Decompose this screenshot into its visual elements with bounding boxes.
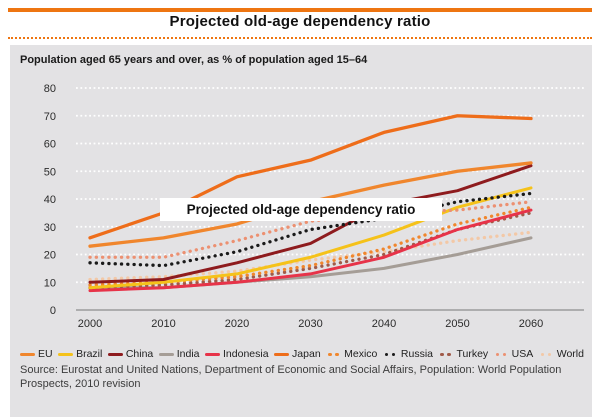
legend-swatch-solid	[20, 349, 35, 359]
legend-item-india: India	[158, 348, 200, 360]
legend-swatch-solid	[274, 349, 290, 359]
overlay-title-box: Projected old-age dependency ratio	[160, 198, 442, 221]
y-tick-label: 40	[44, 194, 56, 206]
y-tick-label: 10	[44, 277, 56, 289]
chart-subtitle: Population aged 65 years and over, as % …	[20, 54, 368, 66]
y-tick-label: 60	[44, 139, 56, 151]
series-line-indonesia	[88, 208, 533, 293]
legend-label: USA	[511, 348, 534, 360]
legend-swatch-dotted	[539, 349, 554, 359]
legend-swatch-solid	[205, 349, 221, 359]
series-line-turkey	[88, 211, 533, 290]
y-tick-label: 80	[44, 83, 56, 95]
legend-item-mexico: Mexico	[326, 348, 377, 360]
legend-swatch-solid	[158, 349, 174, 359]
dotted-divider	[8, 37, 592, 39]
legend-swatch-dotted	[438, 349, 453, 359]
chart-legend: EU Brazil China India Indonesia Japan Mexico Ru…	[20, 346, 584, 362]
y-tick-label: 50	[44, 166, 56, 178]
legend-label: Brazil	[76, 348, 103, 360]
series-line-world	[88, 230, 533, 282]
x-tick-label: 2030	[298, 318, 322, 330]
legend-label: EU	[38, 348, 53, 360]
legend-item-eu: EU	[20, 348, 53, 360]
legend-item-china: China	[107, 348, 154, 360]
legend-item-turkey: Turkey	[438, 348, 488, 360]
source-text: Source: Eurostat and United Nations, Dep…	[20, 364, 562, 391]
y-tick-label: 30	[44, 222, 56, 234]
legend-swatch-dotted	[383, 349, 398, 359]
series-line-brazil	[88, 186, 533, 290]
series-line-mexico	[88, 205, 533, 287]
legend-label: Indonesia	[223, 348, 269, 360]
x-tick-label: 2020	[225, 318, 249, 330]
legend-item-indonesia: Indonesia	[205, 348, 269, 360]
page-title: Projected old-age dependency ratio	[169, 13, 431, 30]
chart-panel: Population aged 65 years and over, as % …	[10, 45, 592, 417]
legend-label: India	[176, 348, 200, 360]
overlay-title: Projected old-age dependency ratio	[186, 202, 416, 217]
x-tick-label: 2060	[519, 318, 543, 330]
legend-label: Russia	[400, 348, 433, 360]
legend-item-brazil: Brazil	[58, 348, 102, 360]
legend-item-russia: Russia	[383, 348, 433, 360]
x-tick-label: 2050	[445, 318, 469, 330]
series-line-usa	[88, 200, 533, 259]
legend-swatch-dotted	[326, 349, 341, 359]
y-tick-label: 70	[44, 111, 56, 123]
legend-swatch-dotted	[494, 349, 509, 359]
legend-label: Japan	[292, 348, 321, 360]
legend-item-japan: Japan	[274, 348, 321, 360]
legend-label: China	[125, 348, 154, 360]
legend-swatch-solid	[58, 349, 74, 359]
y-tick-label: 20	[44, 250, 56, 262]
legend-item-world: World	[539, 348, 584, 360]
x-tick-label: 2040	[372, 318, 396, 330]
legend-label: Turkey	[456, 348, 489, 360]
x-tick-label: 2010	[151, 318, 175, 330]
legend-label: Mexico	[344, 348, 378, 360]
series-line-china	[88, 164, 533, 284]
x-tick-label: 2000	[78, 318, 102, 330]
legend-item-usa: USA	[494, 348, 534, 360]
legend-label: World	[556, 348, 584, 360]
y-tick-label: 0	[50, 305, 56, 317]
legend-swatch-solid	[107, 349, 123, 359]
top-accent-bar	[8, 8, 592, 12]
